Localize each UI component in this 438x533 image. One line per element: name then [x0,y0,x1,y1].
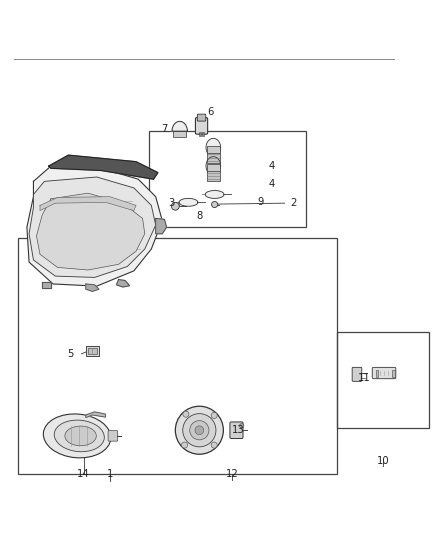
FancyBboxPatch shape [197,114,206,121]
Bar [199,132,201,136]
Circle shape [181,442,187,448]
Bar [18,238,337,474]
Bar [207,164,220,172]
FancyBboxPatch shape [230,422,243,439]
Bar [88,348,97,354]
Text: 9: 9 [257,197,264,207]
Circle shape [171,203,179,210]
Bar [207,146,220,154]
Polygon shape [179,198,198,206]
Text: 12: 12 [226,469,238,479]
Circle shape [195,426,204,434]
FancyBboxPatch shape [372,367,396,379]
Bar [392,369,395,376]
FancyBboxPatch shape [352,367,362,381]
Text: 14: 14 [78,469,90,479]
FancyBboxPatch shape [195,118,208,134]
Polygon shape [86,284,99,292]
Text: 5: 5 [67,349,74,359]
Polygon shape [172,122,187,131]
Bar [337,332,428,428]
Polygon shape [206,157,221,175]
Circle shape [240,424,244,428]
Polygon shape [117,280,130,287]
Circle shape [175,406,223,454]
Polygon shape [42,282,51,288]
Polygon shape [206,139,221,157]
Polygon shape [27,166,162,286]
Bar [86,346,99,356]
Ellipse shape [43,414,111,458]
Text: 2: 2 [290,198,297,208]
Text: 13: 13 [232,425,245,435]
Circle shape [212,201,218,207]
Bar [376,369,378,376]
Polygon shape [40,197,136,211]
Text: 10: 10 [376,456,389,466]
Bar [207,171,219,181]
Polygon shape [155,219,166,234]
Ellipse shape [54,420,104,451]
Text: 6: 6 [207,107,213,117]
Ellipse shape [65,426,96,446]
Circle shape [190,421,209,440]
Bar [173,131,186,137]
Polygon shape [49,155,158,179]
Text: 7: 7 [161,124,168,134]
Polygon shape [86,412,106,417]
Circle shape [183,411,189,417]
Polygon shape [205,190,224,198]
Text: 4: 4 [268,179,275,189]
FancyBboxPatch shape [108,431,118,441]
Text: 1: 1 [107,469,113,479]
Polygon shape [29,177,155,277]
Text: 4: 4 [268,161,275,171]
Circle shape [211,442,217,448]
Circle shape [183,414,216,447]
Text: 3: 3 [168,198,174,208]
Circle shape [211,413,217,418]
Text: 8: 8 [196,211,202,221]
Text: 11: 11 [357,373,371,383]
Bar [202,132,204,136]
Bar [149,131,306,227]
Bar [207,153,219,163]
Polygon shape [36,193,145,270]
